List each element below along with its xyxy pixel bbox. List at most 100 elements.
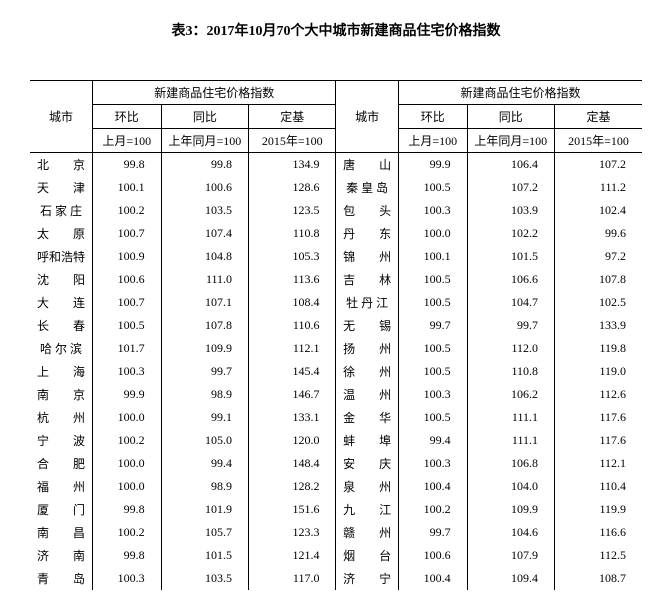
city-right: 扬 州 [336,337,398,360]
yoy-right: 106.8 [467,452,554,475]
table-row: 合 肥100.099.4148.4安 庆100.3106.8112.1 [30,452,642,475]
sub-base-left: 2015年=100 [249,129,336,153]
yoy-left: 111.0 [161,268,248,291]
yoy-left: 105.0 [161,429,248,452]
base-right: 112.1 [555,452,642,475]
yoy-right: 104.0 [467,475,554,498]
mom-right: 100.5 [398,337,467,360]
price-index-table: 城市 新建商品住宅价格指数 城市 新建商品住宅价格指数 环比 同比 定基 环比 … [30,80,642,590]
yoy-left: 107.1 [161,291,248,314]
col-mom-right: 环比 [398,105,467,129]
yoy-left: 99.8 [161,153,248,177]
yoy-left: 98.9 [161,383,248,406]
table-row: 青 岛100.3103.5117.0济 宁100.4109.4108.7 [30,567,642,590]
base-right: 112.6 [555,383,642,406]
mom-left: 99.8 [92,544,161,567]
mom-left: 100.9 [92,245,161,268]
base-right: 117.6 [555,406,642,429]
yoy-left: 104.8 [161,245,248,268]
sub-mom-left: 上月=100 [92,129,161,153]
mom-right: 100.6 [398,544,467,567]
yoy-right: 106.2 [467,383,554,406]
base-right: 119.8 [555,337,642,360]
mom-right: 99.7 [398,314,467,337]
city-left: 太 原 [30,222,92,245]
base-left: 117.0 [249,567,336,590]
city-right: 锦 州 [336,245,398,268]
table-row: 太 原100.7107.4110.8丹 东100.0102.299.6 [30,222,642,245]
yoy-right: 107.2 [467,176,554,199]
yoy-left: 101.9 [161,498,248,521]
mom-left: 100.3 [92,360,161,383]
base-left: 128.2 [249,475,336,498]
table-row: 厦 门99.8101.9151.6九 江100.2109.9119.9 [30,498,642,521]
col-base-right: 定基 [555,105,642,129]
yoy-right: 107.9 [467,544,554,567]
mom-left: 100.3 [92,567,161,590]
yoy-left: 99.1 [161,406,248,429]
mom-left: 100.1 [92,176,161,199]
col-yoy-right: 同比 [467,105,554,129]
city-right: 温 州 [336,383,398,406]
yoy-right: 99.7 [467,314,554,337]
yoy-right: 112.0 [467,337,554,360]
mom-right: 100.3 [398,383,467,406]
yoy-right: 104.7 [467,291,554,314]
sub-yoy-left: 上年同月=100 [161,129,248,153]
table-row: 杭 州100.099.1133.1金 华100.5111.1117.6 [30,406,642,429]
col-city-right: 城市 [336,81,398,153]
table-row: 济 南99.8101.5121.4烟 台100.6107.9112.5 [30,544,642,567]
base-right: 97.2 [555,245,642,268]
yoy-left: 98.9 [161,475,248,498]
base-right: 99.6 [555,222,642,245]
yoy-left: 103.5 [161,199,248,222]
city-left: 杭 州 [30,406,92,429]
city-left: 上 海 [30,360,92,383]
table-row: 石 家 庄100.2103.5123.5包 头100.3103.9102.4 [30,199,642,222]
yoy-right: 101.5 [467,245,554,268]
city-left: 青 岛 [30,567,92,590]
base-right: 110.4 [555,475,642,498]
table-row: 南 昌100.2105.7123.3赣 州99.7104.6116.6 [30,521,642,544]
sub-base-right: 2015年=100 [555,129,642,153]
mom-right: 100.5 [398,268,467,291]
col-mom-left: 环比 [92,105,161,129]
mom-right: 100.3 [398,452,467,475]
table-row: 长 春100.5107.8110.6无 锡99.799.7133.9 [30,314,642,337]
mom-left: 100.7 [92,291,161,314]
mom-left: 100.5 [92,314,161,337]
city-left: 天 津 [30,176,92,199]
mom-right: 100.1 [398,245,467,268]
city-left: 长 春 [30,314,92,337]
table-row: 沈 阳100.6111.0113.6吉 林100.5106.6107.8 [30,268,642,291]
city-left: 北 京 [30,153,92,177]
mom-left: 100.6 [92,268,161,291]
mom-left: 99.9 [92,383,161,406]
table-row: 南 京99.998.9146.7温 州100.3106.2112.6 [30,383,642,406]
base-right: 117.6 [555,429,642,452]
mom-left: 100.2 [92,429,161,452]
yoy-right: 109.9 [467,498,554,521]
city-left: 石 家 庄 [30,199,92,222]
header-group-left: 新建商品住宅价格指数 [92,81,336,105]
mom-right: 100.4 [398,475,467,498]
base-left: 110.8 [249,222,336,245]
base-right: 112.5 [555,544,642,567]
city-right: 秦 皇 岛 [336,176,398,199]
city-left: 呼和浩特 [30,245,92,268]
city-left: 南 京 [30,383,92,406]
base-left: 128.6 [249,176,336,199]
city-right: 九 江 [336,498,398,521]
table-row: 哈 尔 滨101.7109.9112.1扬 州100.5112.0119.8 [30,337,642,360]
mom-left: 100.0 [92,452,161,475]
base-right: 119.9 [555,498,642,521]
city-right: 泉 州 [336,475,398,498]
mom-left: 100.2 [92,521,161,544]
table-row: 天 津100.1100.6128.6秦 皇 岛100.5107.2111.2 [30,176,642,199]
yoy-right: 111.1 [467,429,554,452]
table-row: 福 州100.098.9128.2泉 州100.4104.0110.4 [30,475,642,498]
city-right: 丹 东 [336,222,398,245]
base-left: 112.1 [249,337,336,360]
mom-left: 100.2 [92,199,161,222]
mom-left: 100.0 [92,406,161,429]
